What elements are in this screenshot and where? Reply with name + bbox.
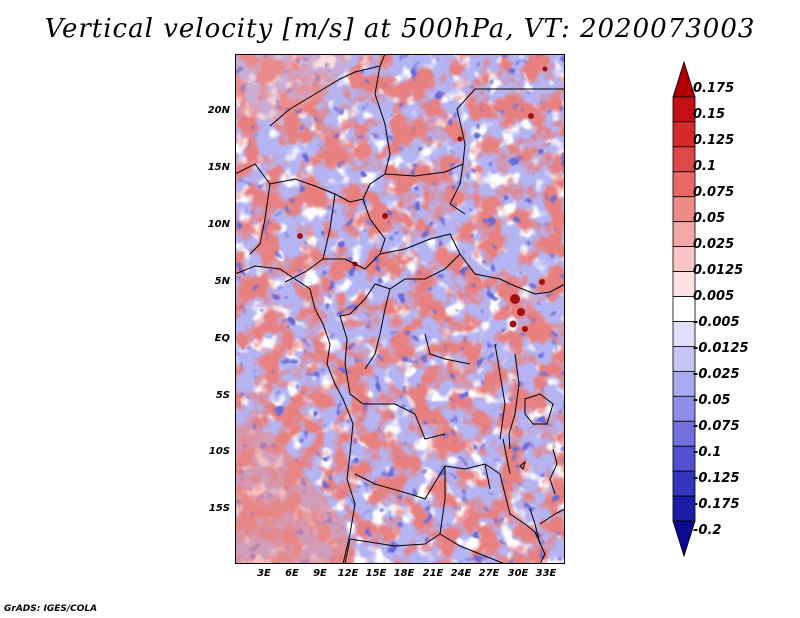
lat-label-5s: 5S (215, 390, 230, 401)
colorbar-segment (672, 146, 696, 173)
colorbar-segments (672, 60, 696, 558)
lat-label-20n: 20N (207, 105, 230, 116)
lat-label-15n: 15N (207, 162, 230, 173)
colorbar-label-neg0005: -0.005 (693, 315, 740, 330)
lon-label-33e: 33E (535, 568, 557, 579)
colorbar-segment (672, 321, 696, 347)
colorbar-label-005: 0.05 (693, 211, 726, 226)
colorbar-label-neg02: -0.2 (693, 523, 722, 538)
colorbar-label-neg00125: -0.0125 (693, 341, 749, 356)
colorbar-label-0005: 0.005 (693, 289, 735, 304)
colorbar-segment (672, 495, 696, 522)
lat-label-15s: 15S (208, 503, 230, 514)
colorbar-label-0175: 0.175 (693, 81, 735, 96)
colorbar-segment (672, 196, 696, 223)
colorbar-segment (672, 395, 696, 422)
colorbar-segment (672, 346, 696, 372)
field-southwest-updraft-zone (235, 424, 355, 564)
colorbar-top-arrow (672, 60, 696, 98)
colorbar-label-0025: 0.025 (693, 237, 735, 252)
lon-label-9e: 9E (313, 568, 327, 579)
colorbar-label-neg01: -0.1 (693, 445, 722, 460)
colorbar-segment (672, 420, 696, 447)
coastline (235, 265, 356, 564)
colorbar-segment (672, 370, 696, 397)
lon-label-15e: 15E (365, 568, 387, 579)
convective-cells (297, 66, 548, 332)
colorbar-segment (672, 271, 696, 297)
colorbar (672, 60, 696, 558)
colorbar-segment (672, 246, 696, 272)
colorbar-label-neg0025: -0.025 (693, 367, 740, 382)
map-panel (235, 54, 565, 564)
colorbar-bottom-arrow (672, 520, 696, 558)
colorbar-label-0075: 0.075 (693, 185, 735, 200)
colorbar-segment (672, 96, 696, 123)
colorbar-segment (672, 221, 696, 248)
lon-label-21e: 21E (422, 568, 444, 579)
lon-label-27e: 27E (478, 568, 500, 579)
colorbar-label-015: 0.15 (693, 107, 726, 122)
colorbar-label-01: 0.1 (693, 159, 717, 174)
country-borders (235, 54, 565, 564)
colorbar-segment (672, 121, 696, 148)
lon-label-24e: 24E (450, 568, 472, 579)
map-frame (235, 54, 565, 564)
lat-label-10n: 10N (207, 219, 230, 230)
colorbar-segment (672, 296, 696, 322)
colorbar-label-00125: 0.0125 (693, 263, 744, 278)
colorbar-segment (672, 445, 696, 472)
lakes (502, 353, 554, 545)
colorbar-label-neg0125: -0.125 (693, 471, 740, 486)
lat-label-10s: 10S (208, 446, 230, 457)
lon-label-12e: 12E (337, 568, 359, 579)
colorbar-label-neg005: -0.05 (693, 393, 731, 408)
colorbar-label-0125: 0.125 (693, 133, 735, 148)
lat-label-eq: EQ (214, 333, 230, 344)
lon-label-18e: 18E (393, 568, 415, 579)
colorbar-segment (672, 470, 696, 497)
lon-label-3e: 3E (257, 568, 271, 579)
colorbar-segment (672, 171, 696, 198)
field-northwest-updraft-zone (235, 54, 355, 124)
lon-label-6e: 6E (285, 568, 299, 579)
lat-label-5n: 5N (214, 276, 230, 287)
chart-title: Vertical velocity [m/s] at 500hPa, VT: 2… (44, 14, 756, 44)
colorbar-label-neg0075: -0.075 (693, 419, 740, 434)
credit-text: GrADS: IGES/COLA (4, 604, 98, 614)
lon-label-30e: 30E (507, 568, 529, 579)
colorbar-label-neg0175: -0.175 (693, 497, 740, 512)
